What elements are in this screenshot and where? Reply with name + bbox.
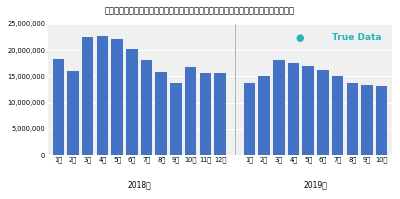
Bar <box>200 73 211 155</box>
Bar <box>185 67 196 155</box>
Bar <box>141 60 152 155</box>
Bar <box>258 76 270 155</box>
Bar <box>346 83 358 155</box>
Bar <box>244 83 255 155</box>
Bar <box>317 70 329 155</box>
Bar <box>111 39 123 155</box>
Bar <box>97 36 108 155</box>
Bar <box>214 73 226 155</box>
Bar <box>67 71 79 155</box>
Text: 2019年: 2019年 <box>304 180 328 189</box>
Text: ●: ● <box>296 33 304 43</box>
Bar <box>332 76 343 155</box>
Bar <box>126 49 138 155</box>
Bar <box>156 72 167 155</box>
Bar <box>170 83 182 155</box>
Text: 2018年: 2018年 <box>127 180 151 189</box>
Bar <box>361 85 373 155</box>
Text: True Data: True Data <box>332 33 382 42</box>
Bar <box>302 66 314 155</box>
Text: ドラッグストアのインバウンド消費購買金額の推移　１店舗あたりの売上金額（円）: ドラッグストアのインバウンド消費購買金額の推移 １店舗あたりの売上金額（円） <box>105 6 295 15</box>
Bar <box>82 37 94 155</box>
Bar <box>376 86 388 155</box>
Bar <box>273 60 284 155</box>
Bar <box>52 59 64 155</box>
Bar <box>288 63 299 155</box>
